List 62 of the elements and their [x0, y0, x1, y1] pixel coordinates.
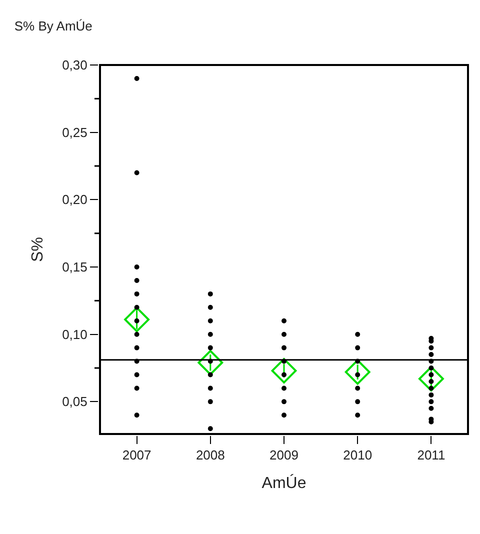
point [134, 264, 140, 270]
x-tick-label: 2007 [122, 448, 152, 463]
point [134, 304, 140, 310]
point [282, 372, 286, 378]
point [355, 399, 360, 404]
point [134, 291, 140, 296]
point [134, 278, 140, 283]
point [271, 358, 297, 384]
point [428, 378, 434, 384]
point [208, 426, 213, 432]
point [428, 372, 434, 378]
point [428, 366, 434, 371]
point [344, 359, 370, 385]
x-tick-label: 2009 [270, 448, 298, 463]
x-tick-label: 2008 [196, 448, 225, 463]
point [208, 291, 213, 296]
point [355, 412, 360, 418]
point [124, 306, 150, 332]
point [282, 318, 286, 324]
point [208, 345, 213, 350]
point [428, 399, 434, 404]
point [418, 366, 444, 392]
point [208, 386, 213, 391]
point [282, 386, 286, 391]
y-tick-label: 0,25 [62, 124, 88, 140]
point [198, 350, 224, 376]
point [134, 318, 140, 324]
point [355, 345, 360, 350]
point [355, 372, 360, 378]
point [134, 386, 140, 391]
point [134, 345, 140, 350]
point [134, 76, 140, 81]
point [282, 399, 286, 404]
x-axis-title: AmÚe [262, 474, 306, 492]
y-axis-title: S% [29, 237, 46, 262]
y-tick-label: 0,05 [62, 394, 88, 410]
point [428, 406, 434, 411]
point [282, 412, 286, 418]
point [428, 386, 434, 391]
point [428, 352, 434, 358]
point [134, 332, 140, 337]
y-tick-label: 0,20 [62, 192, 88, 208]
point [282, 332, 286, 337]
point [428, 392, 434, 398]
point [355, 332, 360, 337]
point [134, 372, 140, 378]
point [208, 318, 213, 324]
point [208, 372, 213, 378]
x-tick-label: 2011 [417, 448, 446, 463]
point [208, 399, 213, 404]
y-tick-label: 0,30 [62, 58, 88, 73]
chart-title: S% By AmÚe [14, 18, 92, 34]
point [355, 386, 360, 391]
point [208, 332, 213, 337]
point [282, 345, 286, 350]
y-tick-label: 0,15 [62, 260, 88, 275]
point [208, 304, 213, 310]
x-tick-label: 2010 [343, 448, 372, 463]
y-tick-label: 0,10 [62, 326, 88, 342]
point [134, 412, 140, 418]
point [428, 345, 434, 350]
point [134, 170, 140, 176]
